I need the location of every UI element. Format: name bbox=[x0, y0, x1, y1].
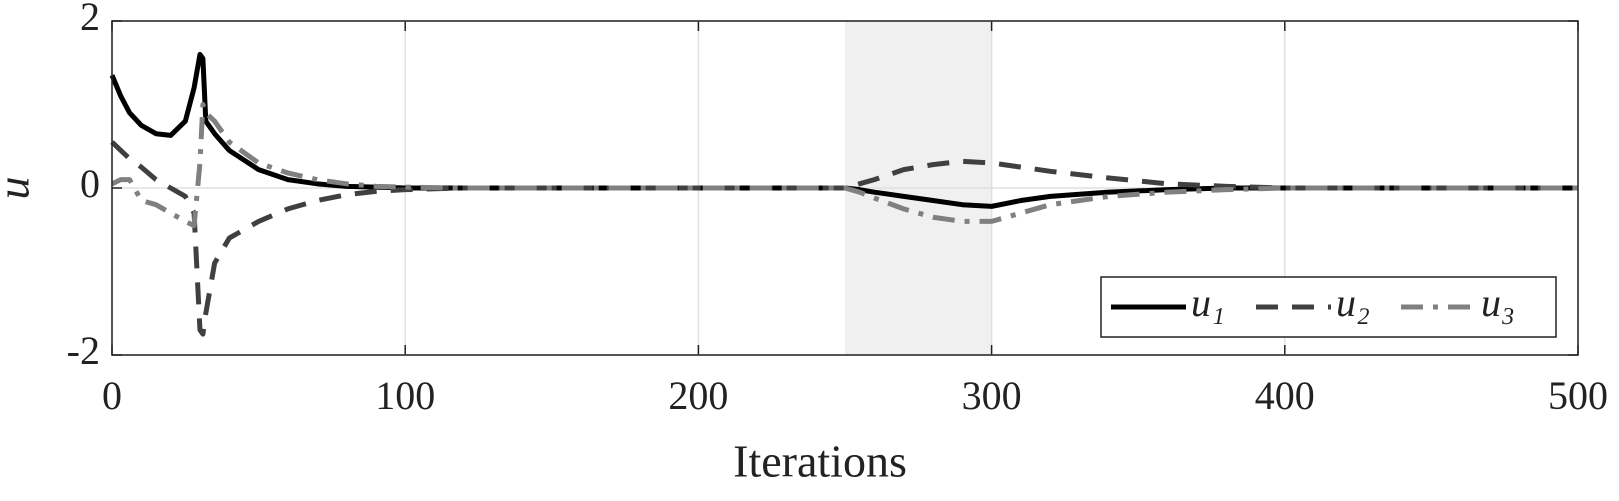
y-tick-label: 2 bbox=[80, 0, 100, 39]
series-line bbox=[110, 102, 1578, 229]
x-tick-label: 200 bbox=[668, 373, 728, 418]
x-tick-label: 400 bbox=[1255, 373, 1315, 418]
y-axis-label: u bbox=[0, 177, 39, 200]
y-tick-label: -2 bbox=[67, 328, 100, 373]
x-tick-label: 500 bbox=[1548, 373, 1608, 418]
x-axis-label: Iterations bbox=[733, 436, 907, 487]
series-line bbox=[110, 140, 1578, 337]
legend-label: u₃ bbox=[1481, 280, 1515, 325]
legend-label: u₂ bbox=[1336, 280, 1370, 325]
legend-label: u₁ bbox=[1191, 280, 1225, 325]
y-tick-label: 0 bbox=[80, 161, 100, 206]
x-tick-label: 100 bbox=[375, 373, 435, 418]
legend: u₁ u₂ u₃ bbox=[1100, 276, 1557, 338]
plot-frame bbox=[111, 20, 1579, 356]
x-tick-label: 300 bbox=[962, 373, 1022, 418]
x-tick-label: 0 bbox=[102, 373, 122, 418]
